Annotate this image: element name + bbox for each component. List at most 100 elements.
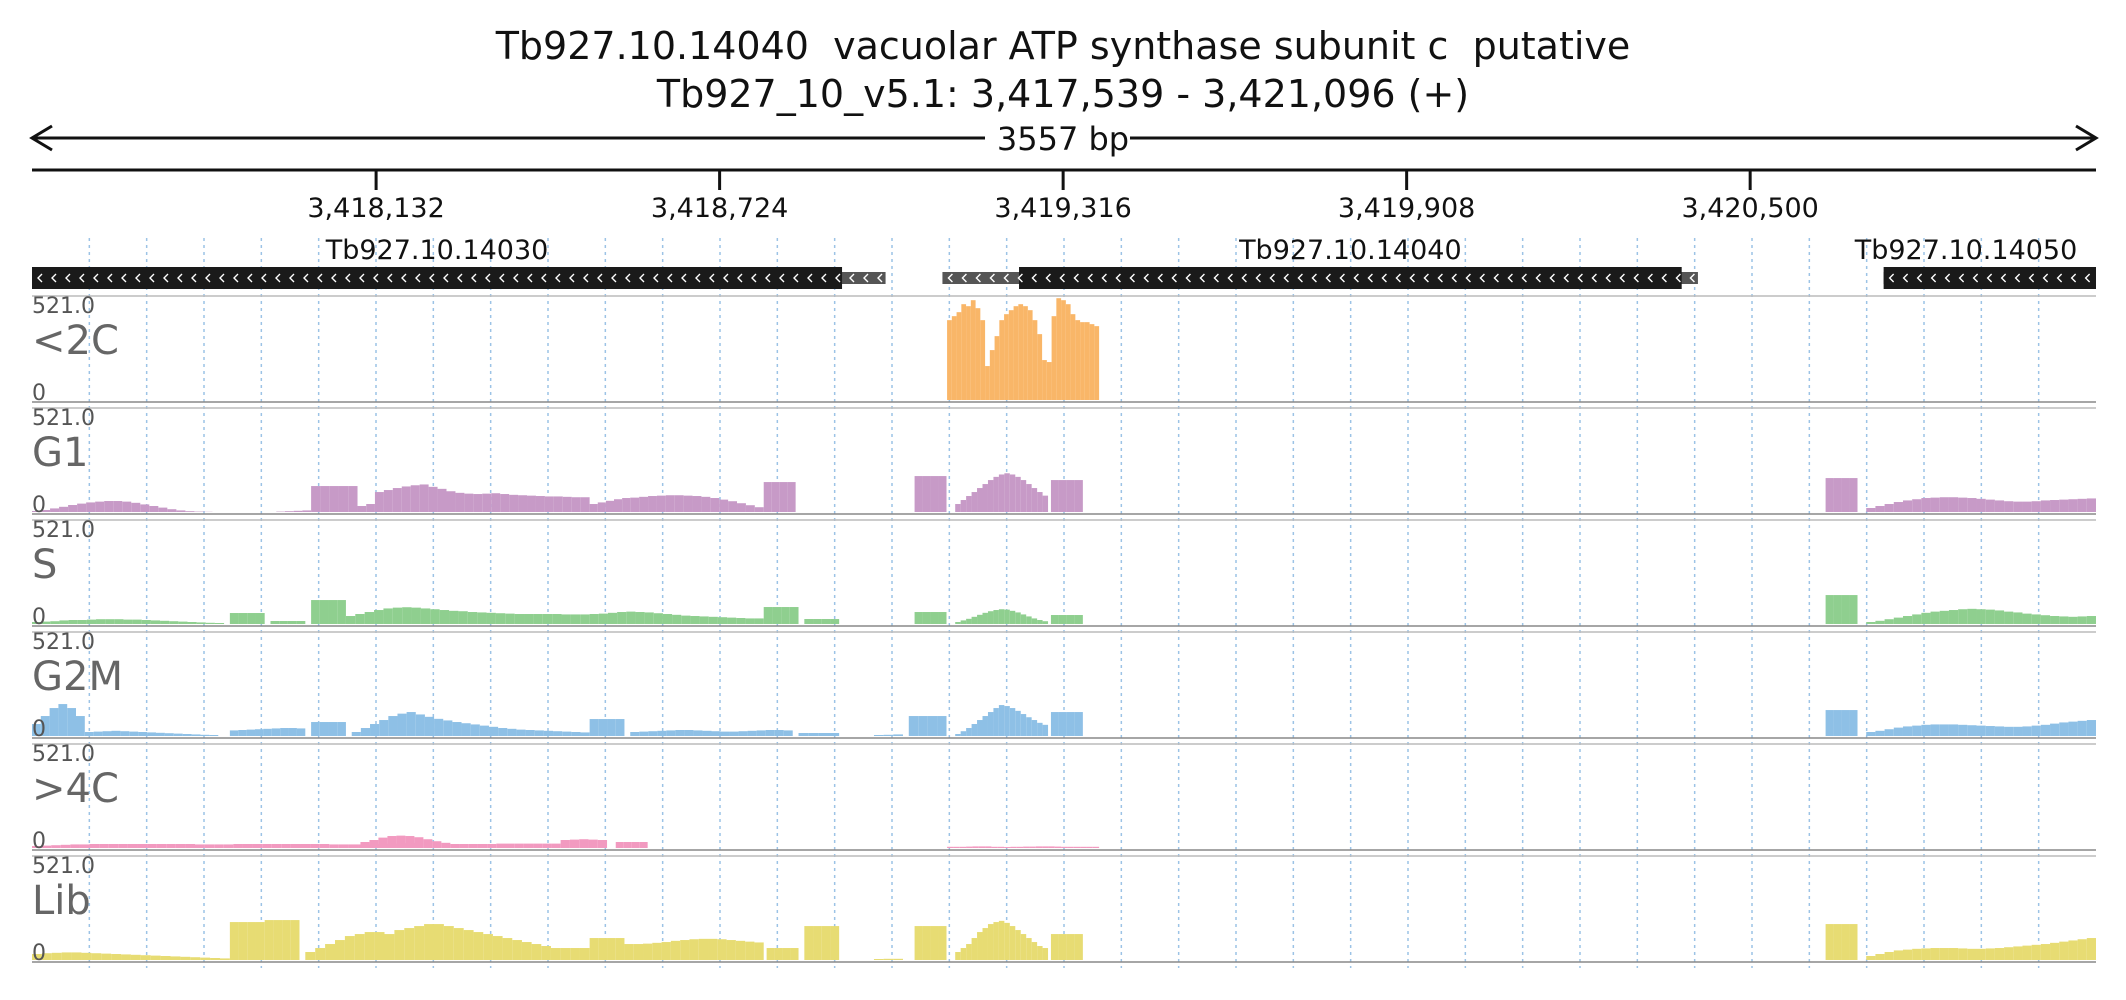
coverage-bar	[2022, 613, 2032, 624]
strand-chevron	[681, 273, 687, 283]
coverage-bar	[338, 844, 349, 848]
coverage-bar	[883, 958, 894, 960]
coverage-bar	[509, 494, 519, 512]
coverage-bar	[993, 610, 999, 624]
coverage-bar	[282, 920, 291, 960]
coverage-bar	[1023, 846, 1030, 848]
coverage-bar	[997, 846, 1005, 848]
coverage-bar	[160, 956, 171, 960]
span-arrow-left-head	[29, 124, 53, 152]
coverage-bar	[430, 609, 440, 624]
coverage-bar	[552, 614, 562, 624]
coverage-bar	[514, 614, 525, 624]
coverage-bar	[1051, 316, 1057, 400]
coverage-bar	[656, 495, 666, 512]
coverage-bar	[614, 499, 623, 512]
coverage-bar	[271, 844, 282, 848]
coverage-bar	[190, 957, 201, 960]
strand-chevron	[415, 273, 421, 283]
coverage-bar	[121, 954, 131, 960]
coverage-bar	[1026, 484, 1032, 512]
coverage-bar	[524, 614, 534, 624]
coverage-bar	[1912, 725, 1922, 736]
strand-chevron	[2070, 273, 2077, 283]
coverage-bar	[937, 716, 947, 736]
coverage-bar	[818, 733, 829, 736]
coverage-bar	[626, 611, 636, 624]
coverage-bar	[443, 720, 453, 736]
coverage-bar	[2068, 616, 2078, 624]
coverage-bar	[370, 724, 380, 736]
strand-chevron	[695, 273, 701, 283]
coverage-bar	[255, 613, 265, 624]
track-min-label: 0	[32, 493, 46, 518]
coverage-bar	[1967, 608, 1977, 624]
coverage-bar	[1930, 611, 1940, 624]
gene-body	[1883, 267, 2096, 289]
coverage-bar	[296, 621, 306, 624]
coverage-bar	[955, 622, 961, 624]
coverage-bar	[998, 920, 1005, 960]
coverage-bar	[392, 607, 403, 624]
coverage-bar	[1902, 500, 1913, 512]
coverage-bar	[41, 621, 51, 624]
coverage-bar	[1074, 712, 1083, 736]
coverage-bar	[164, 733, 174, 736]
coverage-bar	[482, 493, 492, 512]
coverage-bar	[284, 511, 294, 512]
coverage-bar	[1031, 488, 1038, 512]
strand-chevron	[765, 273, 771, 283]
coverage-bar	[255, 922, 265, 960]
coverage-bar	[178, 621, 188, 624]
coverage-bar	[1004, 922, 1010, 960]
coverage-bar	[396, 835, 406, 848]
coverage-bar	[930, 476, 939, 512]
coverage-bar	[2022, 945, 2032, 960]
coverage-bar	[2077, 939, 2087, 960]
coverage-bar	[1020, 714, 1027, 736]
coverage-bar	[1020, 614, 1027, 624]
coverage-bar	[1008, 310, 1014, 400]
coverage-bar	[1902, 949, 1913, 960]
strand-chevron	[1465, 273, 1471, 283]
coverage-bar	[690, 616, 700, 624]
coverage-bar	[1056, 298, 1062, 400]
coverage-bar	[1015, 710, 1021, 736]
coverage-bar	[233, 844, 243, 848]
coverage-bar	[562, 496, 572, 512]
coverage-bar	[99, 844, 109, 848]
coverage-bar	[210, 958, 220, 960]
coverage-bar	[1094, 326, 1100, 400]
coverage-bar	[544, 496, 554, 512]
coverage-bar	[487, 844, 497, 848]
strand-chevron	[219, 273, 225, 283]
coverage-bar	[1066, 615, 1075, 624]
coverage-bar	[710, 498, 720, 512]
coverage-bar	[229, 613, 239, 624]
coverage-bar	[2050, 616, 2060, 624]
strand-chevron	[625, 273, 631, 283]
coverage-bar	[813, 926, 822, 960]
coverage-bar	[452, 722, 462, 736]
coverage-bar	[1066, 712, 1075, 736]
strand-chevron	[191, 273, 197, 283]
coverage-bar	[32, 724, 41, 736]
coverage-bar	[1893, 950, 1903, 960]
strand-chevron	[345, 273, 351, 283]
coverage-bar	[1902, 616, 1913, 624]
track-1: 521.0G1 0	[32, 406, 2096, 518]
coverage-bar	[270, 621, 280, 624]
chart-header: Tb927.10.14040 vacuolar ATP synthase sub…	[0, 0, 2126, 120]
strand-chevron	[1633, 273, 1639, 283]
coverage-bar	[439, 610, 450, 624]
coverage-bar	[1037, 722, 1043, 736]
coverage-bar	[214, 623, 225, 624]
strand-chevron	[1017, 273, 1023, 283]
coverage-bar	[414, 837, 424, 848]
span-label: 3557 bp	[997, 120, 1129, 158]
coverage-bar	[789, 607, 799, 624]
coverage-bar	[1013, 306, 1019, 400]
coverage-bar	[2077, 720, 2087, 736]
coverage-bar	[1027, 310, 1033, 400]
coverage-bar	[543, 730, 554, 736]
